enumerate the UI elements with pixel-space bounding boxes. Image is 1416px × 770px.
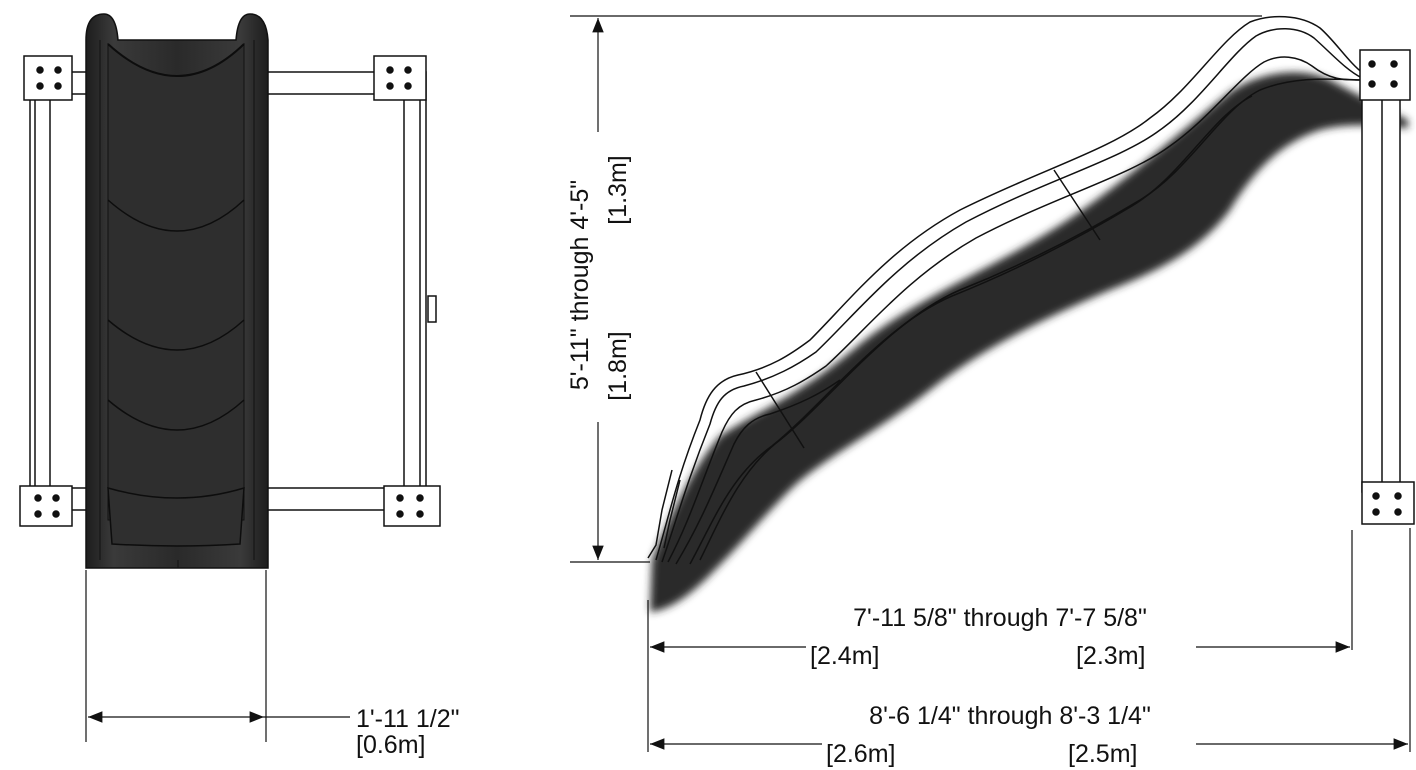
- run-inner-label: 7'-11 5/8" through 7'-7 5/8": [853, 604, 1147, 632]
- run-outer-metric-a: [2.6m]: [826, 740, 895, 768]
- run-outer-label: 8'-6 1/4" through 8'-3 1/4": [869, 702, 1151, 730]
- height-dimension-metric-high: [1.8m]: [604, 331, 632, 400]
- height-dimension-label: 5'-11" through 4'-5": [566, 180, 594, 390]
- support-post: [1359, 49, 1415, 525]
- slide-outline: [647, 15, 1365, 565]
- run-inner-metric-a: [2.4m]: [810, 642, 879, 670]
- corner-brackets: [19, 55, 441, 527]
- slide-shadow: [650, 72, 1408, 613]
- width-dimension-label: 1'-11 1/2": [356, 705, 460, 733]
- side-view: 5'-11" through 4'-5" [1.8m] [1.3m] 7'-11…: [566, 15, 1415, 768]
- slide-bed-top-view: [85, 13, 269, 569]
- width-dimension-metric: [0.6m]: [356, 731, 425, 759]
- bracket-bottom-right: [383, 485, 441, 527]
- height-dimension-metric-low: [1.3m]: [604, 155, 632, 224]
- top-view: 1'-11 1/2" [0.6m]: [19, 13, 460, 759]
- run-outer-metric-b: [2.5m]: [1068, 740, 1137, 768]
- run-inner-dimension: [647, 530, 1353, 752]
- width-dimension: [85, 570, 350, 742]
- height-dimension: [570, 15, 1262, 563]
- run-outer-dimension: [650, 528, 1411, 752]
- bracket-top-right: [373, 55, 427, 101]
- run-inner-metric-b: [2.3m]: [1076, 642, 1145, 670]
- bracket-top-left: [23, 55, 73, 101]
- bracket-bottom-left: [19, 485, 73, 527]
